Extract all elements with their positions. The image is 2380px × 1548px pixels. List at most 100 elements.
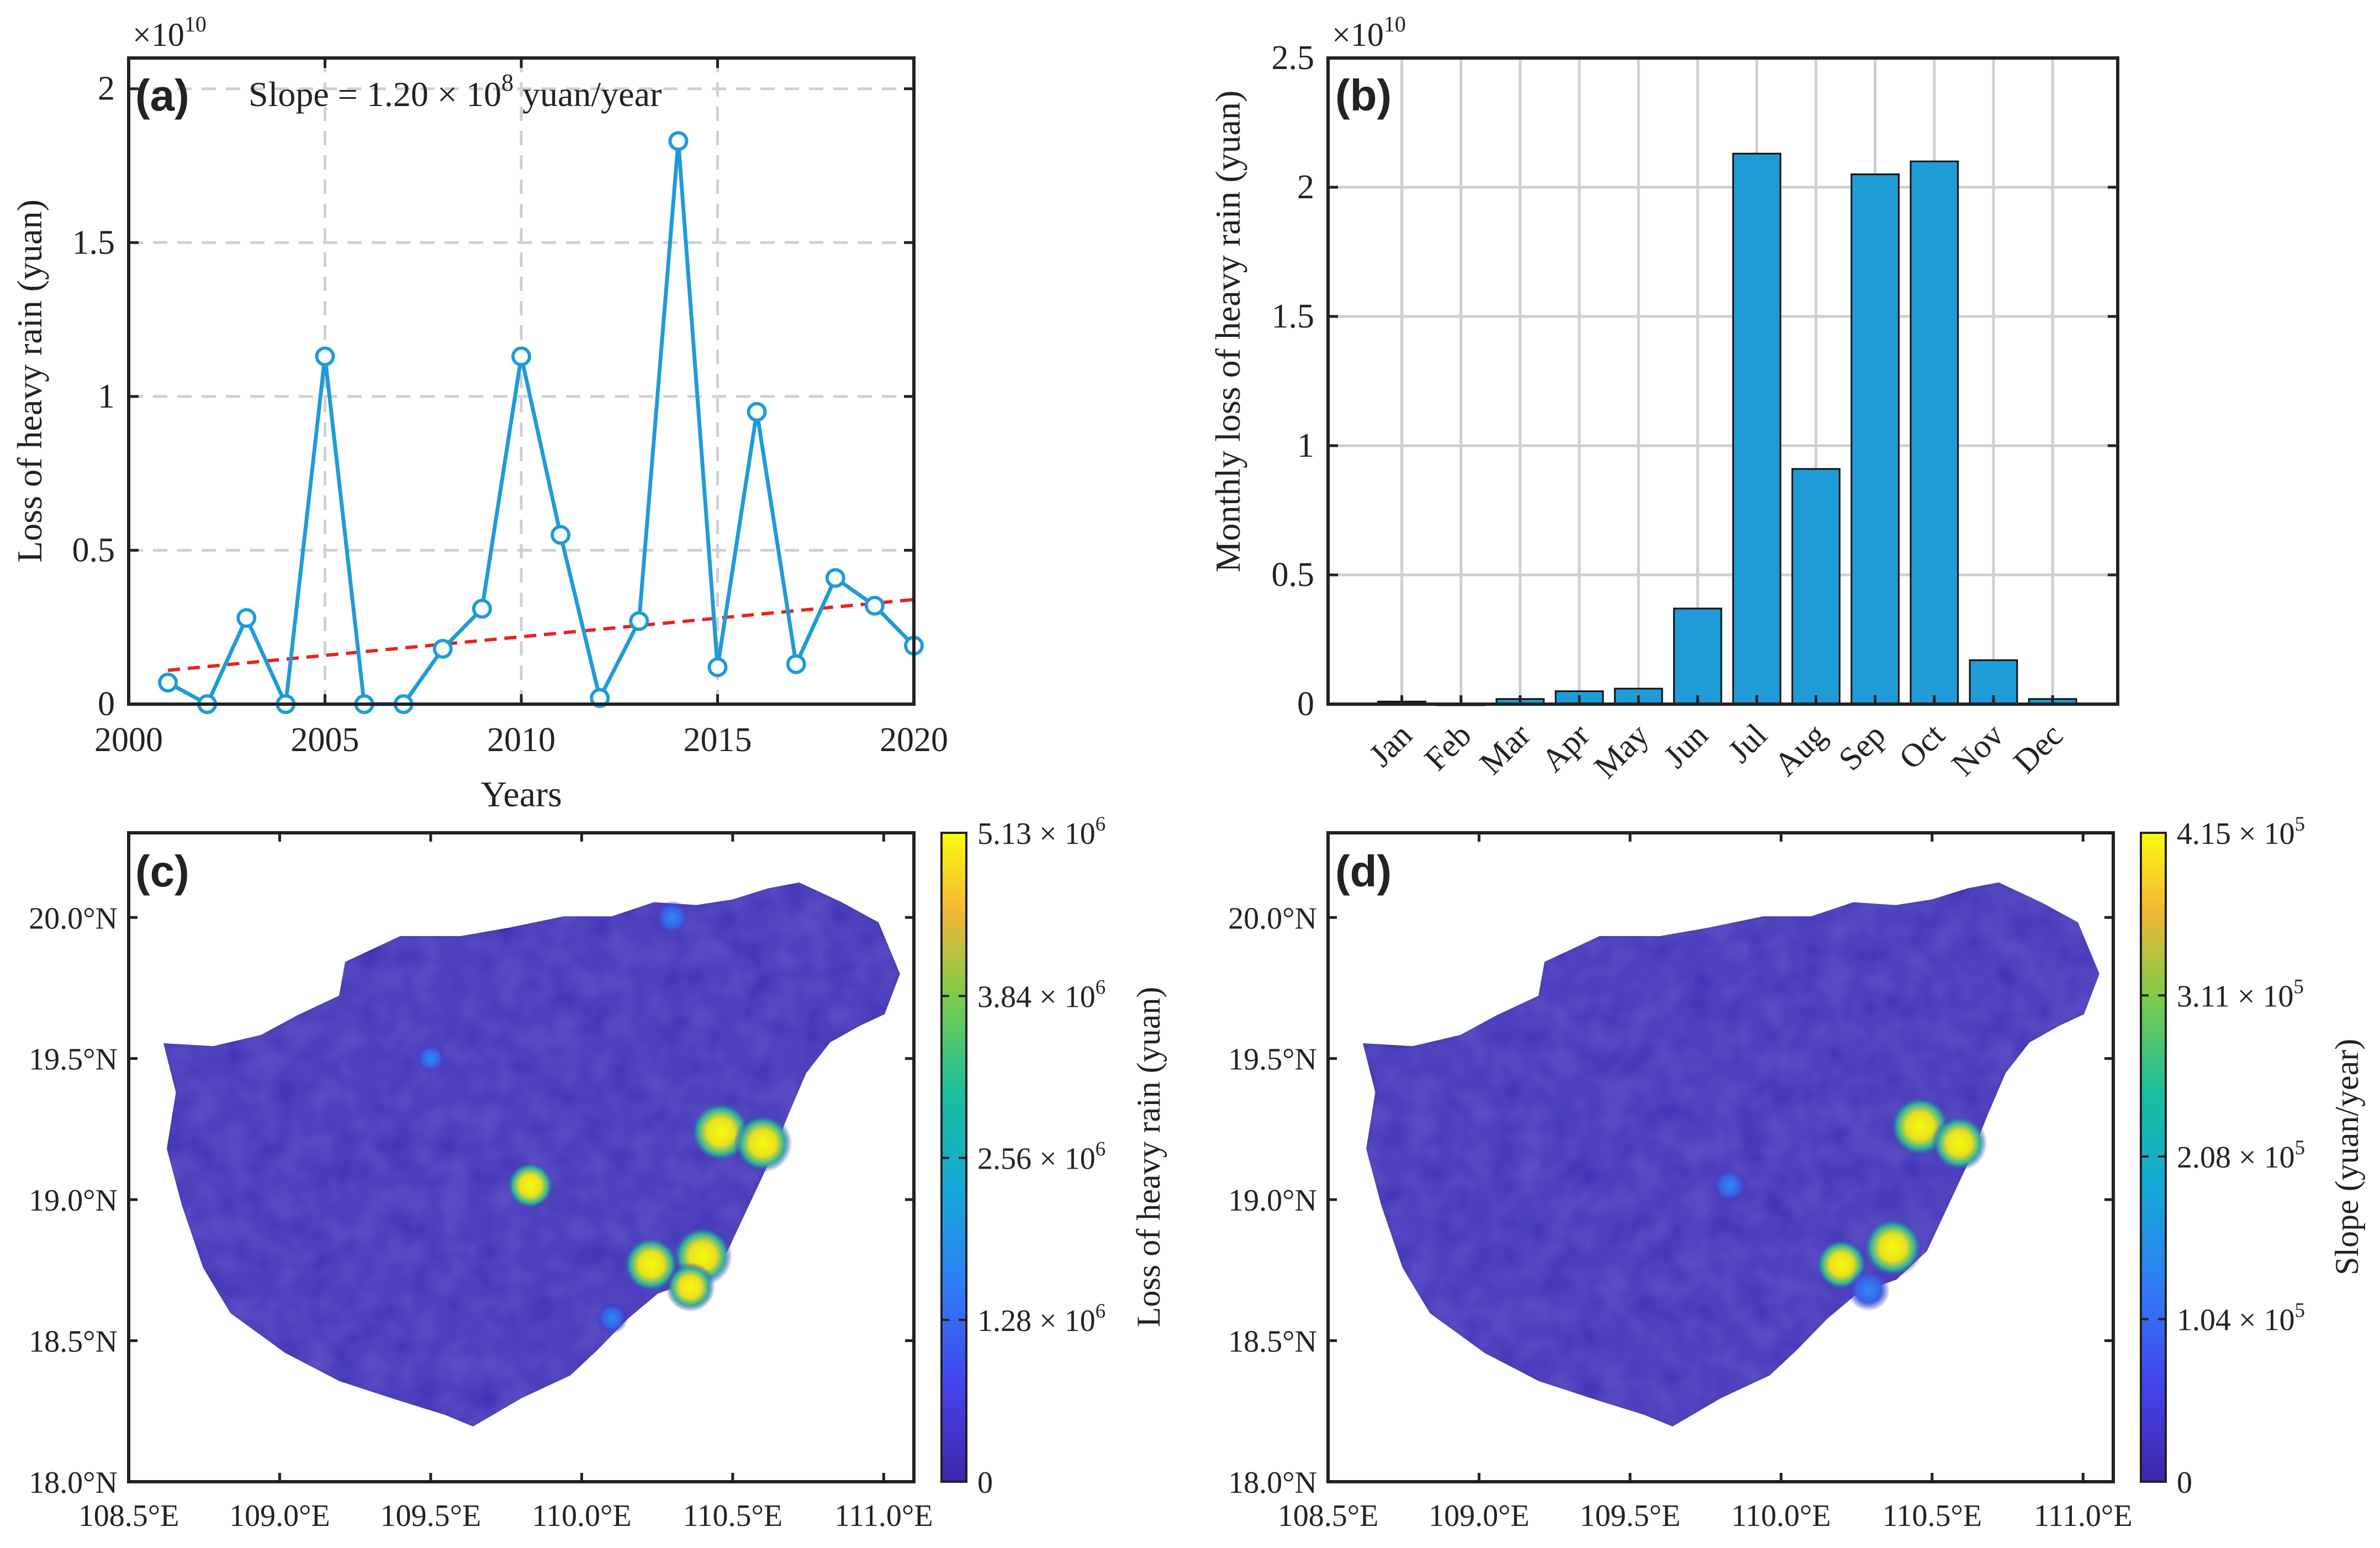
panel-d-map [1362,882,2099,1427]
panel-a-ytick-label: 0.5 [72,531,115,569]
colorbar-tick-label: 2.56 × 106 [977,1138,1106,1176]
map-ytick-label: 18.0°N [1228,1466,1317,1500]
hotspot [733,1114,792,1172]
panel-c-axes-box [127,831,916,1483]
panel-b-xtick-label: Aug [1767,717,1833,783]
hotspot [1712,1168,1747,1203]
panel-a-data-point [668,131,689,151]
panel-a-ylabel: Loss of heavy rain (yuan) [10,199,49,563]
panel-b-bar [1969,659,2018,705]
panel-b-xtick-label: Oct [1892,716,1951,776]
hotspot [665,1262,715,1312]
panel-a-grid [129,58,914,704]
hotspot [1847,1269,1890,1312]
panel-c-map [163,882,900,1427]
map-ytick-label: 19.0°N [29,1184,118,1218]
panel-b-ytick-label: 2 [1297,168,1314,206]
panel-b-xtick-label: Feb [1418,717,1478,778]
panel-b-ytick-label: 0.5 [1272,556,1315,594]
panel-d-label: (d) [1335,847,1392,896]
panel-c: 108.5°E 109.0°E 109.5°E 110.0°E 110.5°E 111.0… [29,813,1167,1533]
panel-a-xtick-label: 2005 [291,721,359,759]
hotspot [506,1161,554,1209]
hotspot [596,1302,628,1334]
panel-a-data-point [236,608,257,628]
hotspot [623,1236,679,1293]
colorbar-tick-label: 3.11 × 105 [2177,975,2304,1013]
colorbar-tick-label: 1.04 × 105 [2177,1299,2305,1338]
map-ytick-label: 19.5°N [1228,1043,1317,1077]
panel-b-label: (b) [1335,71,1392,120]
panel-c-label: (c) [135,847,189,896]
map-ytick-label: 20.0°N [29,901,118,936]
panel-b-bar [1732,152,1781,705]
panel-b-bar [1910,160,1959,705]
panel-b-xtick-label: Jul [1721,717,1774,770]
colorbar-tick-label: 0 [2177,1466,2192,1500]
panel-a-xlabel: Years [480,774,562,815]
panel-b-xtick-label: May [1587,717,1656,785]
island-shape [1362,882,2099,1427]
panel-b-ytick-label: 1.5 [1272,298,1315,335]
map-xtick-label: 111.0°E [2034,1499,2132,1533]
panel-a-data-point [825,568,845,588]
map-xtick-label: 110.5°E [683,1499,783,1533]
map-xtick-label: 109.5°E [380,1499,482,1533]
panel-b-bar [1850,173,1900,705]
panel-d-axes-box [1326,831,2115,1483]
map-xtick-label: 109.0°E [1429,1499,1530,1533]
panel-b-xtick-label: Dec [2006,717,2070,780]
panel-c-colorbar-ticks: 0 1.28 × 106 2.56 × 106 3.84 × 106 5.13 × 10… [942,813,1106,1500]
panel-c-ticks: 108.5°E 109.0°E 109.5°E 110.0°E 110.5°E 111.0… [29,833,933,1533]
panel-a-data-point [747,401,767,422]
map-xtick-label: 111.0°E [834,1499,933,1533]
panel-a-data-point [511,346,531,367]
map-ytick-label: 18.5°N [29,1325,118,1359]
map-ytick-label: 18.5°N [1228,1325,1317,1359]
hotspot [1931,1115,1987,1171]
panel-a-label: (a) [135,71,189,120]
panel-d: 108.5°E 109.0°E 109.5°E 110.0°E 110.5°E 111.0… [1228,813,2365,1533]
panel-a-xtick-label: 2015 [684,721,752,759]
panel-b-bar [1791,468,1840,705]
map-ytick-label: 18.0°N [29,1466,118,1500]
panel-a-data-point [786,654,806,674]
panel-d-colorbar-label: Slope (yuan/year) [2329,1039,2365,1275]
panel-b-bars [1377,152,2077,706]
panel-a-ytick-label: 2 [98,70,115,108]
map-xtick-label: 108.5°E [78,1499,179,1533]
panel-b-ytick-label: 0 [1297,685,1314,723]
panel-a-data-point [432,638,453,659]
panel-a-data-point [315,346,335,367]
panel-d-colorbar-ticks: 0 1.04 × 105 2.08 × 105 3.11 × 105 4.15 × 10… [2141,813,2305,1500]
map-xtick-label: 110.0°E [1731,1499,1831,1533]
panel-b-xtick-label: Jun [1657,717,1715,775]
map-ytick-label: 20.0°N [1228,901,1317,936]
panel-b-ytick-label: 2.5 [1272,39,1315,77]
panel-b-exponent: ×1010 [1332,12,1406,53]
panel-a-annotation: Slope = 1.20 × 108 yuan/year [248,69,662,114]
colorbar-tick-label: 0 [977,1466,993,1500]
island-shape [163,882,900,1427]
hotspot [655,900,690,935]
hotspot [1863,1218,1923,1277]
panel-a-ytick-label: 1.5 [72,224,115,261]
panel-a-data-point [551,525,571,545]
panel-a-data-point [472,599,492,619]
colorbar-tick-label: 1.28 × 106 [977,1300,1106,1338]
colorbar-tick-label: 5.13 × 106 [977,813,1106,851]
panel-a-exponent: ×1010 [133,12,207,53]
panel-b-xtick-label: Apr [1535,717,1597,779]
panel-b-ylabel: Monthly loss of heavy rain (yuan) [1208,91,1247,573]
colorbar-tick-label: 4.15 × 105 [2177,813,2305,851]
panel-a-points [158,131,924,714]
panel-a-ytick-label: 1 [98,378,115,415]
panel-a-ticks: 2000 2005 2010 2015 2020 0 0.5 1 1.5 2 [72,58,948,759]
panel-b-xtick-label: Jan [1362,717,1419,774]
map-xtick-label: 109.0°E [229,1499,330,1533]
map-xtick-label: 110.0°E [532,1499,632,1533]
panel-a-xtick-label: 2020 [880,721,948,759]
panel-a-data-point [707,657,728,678]
colorbar-tick-label: 3.84 × 106 [977,976,1106,1014]
panel-a-data-point [158,673,178,693]
